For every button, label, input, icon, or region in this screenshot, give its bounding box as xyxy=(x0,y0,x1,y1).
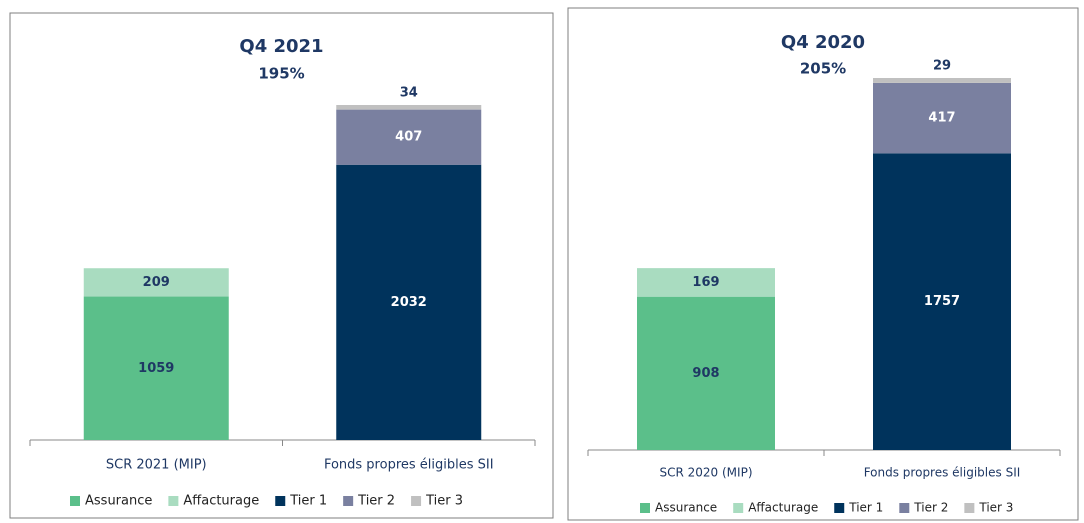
data-label: 2032 xyxy=(391,295,427,310)
legend-swatch xyxy=(168,496,179,506)
legend-swatch xyxy=(343,496,354,506)
bar-segment xyxy=(83,296,229,440)
legend-swatch xyxy=(275,496,286,506)
data-label: 34 xyxy=(400,86,418,101)
x-tick-label: SCR 2021 (MIP) xyxy=(106,458,207,473)
legend-swatch xyxy=(964,503,975,513)
data-label: 169 xyxy=(692,275,719,290)
bar-segment xyxy=(83,268,229,297)
data-label: 29 xyxy=(933,59,951,74)
data-label: 407 xyxy=(395,130,422,145)
data-label: 1059 xyxy=(138,361,174,376)
legend-label: Tier 3 xyxy=(978,501,1013,515)
bar-segment xyxy=(873,153,1011,451)
legend-label: Affacturage xyxy=(183,494,259,509)
chart-subtitle: 205% xyxy=(800,60,846,78)
chart-title: Q4 2021 xyxy=(239,36,323,57)
legend-label: Assurance xyxy=(655,501,717,515)
x-tick-label: SCR 2020 (MIP) xyxy=(660,466,753,480)
legend-label: Tier 1 xyxy=(289,494,327,509)
data-label: 1757 xyxy=(924,294,960,309)
bar-segment xyxy=(873,82,1011,154)
data-label: 417 xyxy=(928,111,955,126)
bar-segment xyxy=(336,105,482,110)
legend-label: Tier 3 xyxy=(425,494,463,509)
legend-swatch xyxy=(411,496,422,506)
bar-segment xyxy=(336,109,482,165)
legend-label: Tier 2 xyxy=(357,494,395,509)
legend-swatch xyxy=(640,503,650,513)
legend-swatch xyxy=(70,496,80,506)
legend-swatch xyxy=(899,503,910,513)
legend-label: Affacturage xyxy=(748,501,818,515)
legend-swatch xyxy=(834,503,845,513)
legend-label: Tier 2 xyxy=(913,501,948,515)
legend-swatch xyxy=(733,503,744,513)
chart-title: Q4 2020 xyxy=(781,32,865,53)
legend-label: Assurance xyxy=(85,494,152,509)
chart-subtitle: 195% xyxy=(258,65,304,83)
bar-segment xyxy=(637,296,775,450)
x-tick-label: Fonds propres éligibles SII xyxy=(864,466,1021,480)
data-label: 209 xyxy=(143,275,170,290)
bar-segment xyxy=(873,78,1011,83)
x-tick-label: Fonds propres éligibles SII xyxy=(324,458,494,473)
bar-segment xyxy=(336,164,482,440)
bar-segment xyxy=(637,268,775,297)
legend-label: Tier 1 xyxy=(848,501,883,515)
data-label: 908 xyxy=(692,366,719,381)
